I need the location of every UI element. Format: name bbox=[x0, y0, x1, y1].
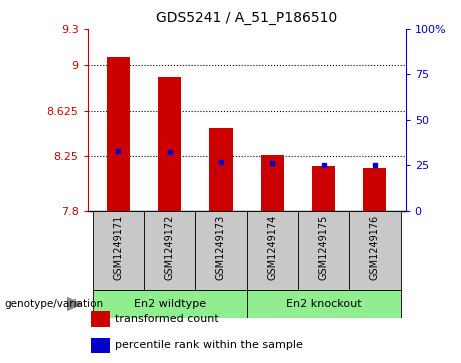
FancyBboxPatch shape bbox=[144, 211, 195, 290]
FancyBboxPatch shape bbox=[247, 290, 401, 318]
Text: genotype/variation: genotype/variation bbox=[5, 299, 104, 309]
Bar bbox=[91, 338, 110, 353]
Text: GSM1249174: GSM1249174 bbox=[267, 215, 277, 280]
FancyBboxPatch shape bbox=[93, 211, 144, 290]
FancyBboxPatch shape bbox=[298, 211, 349, 290]
FancyBboxPatch shape bbox=[349, 211, 401, 290]
Bar bbox=[312, 166, 335, 211]
Bar bbox=[261, 155, 284, 211]
Text: GSM1249173: GSM1249173 bbox=[216, 215, 226, 280]
FancyBboxPatch shape bbox=[93, 290, 247, 318]
Bar bbox=[363, 168, 386, 211]
Bar bbox=[107, 57, 130, 211]
FancyBboxPatch shape bbox=[195, 211, 247, 290]
Text: GSM1249172: GSM1249172 bbox=[165, 215, 175, 280]
Bar bbox=[209, 128, 232, 211]
Text: GSM1249176: GSM1249176 bbox=[370, 215, 380, 280]
Text: percentile rank within the sample: percentile rank within the sample bbox=[115, 340, 302, 350]
Text: GSM1249171: GSM1249171 bbox=[113, 215, 124, 280]
Text: En2 knockout: En2 knockout bbox=[286, 299, 361, 309]
Polygon shape bbox=[67, 298, 82, 311]
Bar bbox=[158, 77, 181, 211]
Text: GSM1249175: GSM1249175 bbox=[319, 215, 329, 280]
Text: En2 wildtype: En2 wildtype bbox=[134, 299, 206, 309]
Text: transformed count: transformed count bbox=[115, 314, 219, 324]
Bar bbox=[91, 311, 110, 327]
FancyBboxPatch shape bbox=[247, 211, 298, 290]
Title: GDS5241 / A_51_P186510: GDS5241 / A_51_P186510 bbox=[156, 11, 337, 25]
